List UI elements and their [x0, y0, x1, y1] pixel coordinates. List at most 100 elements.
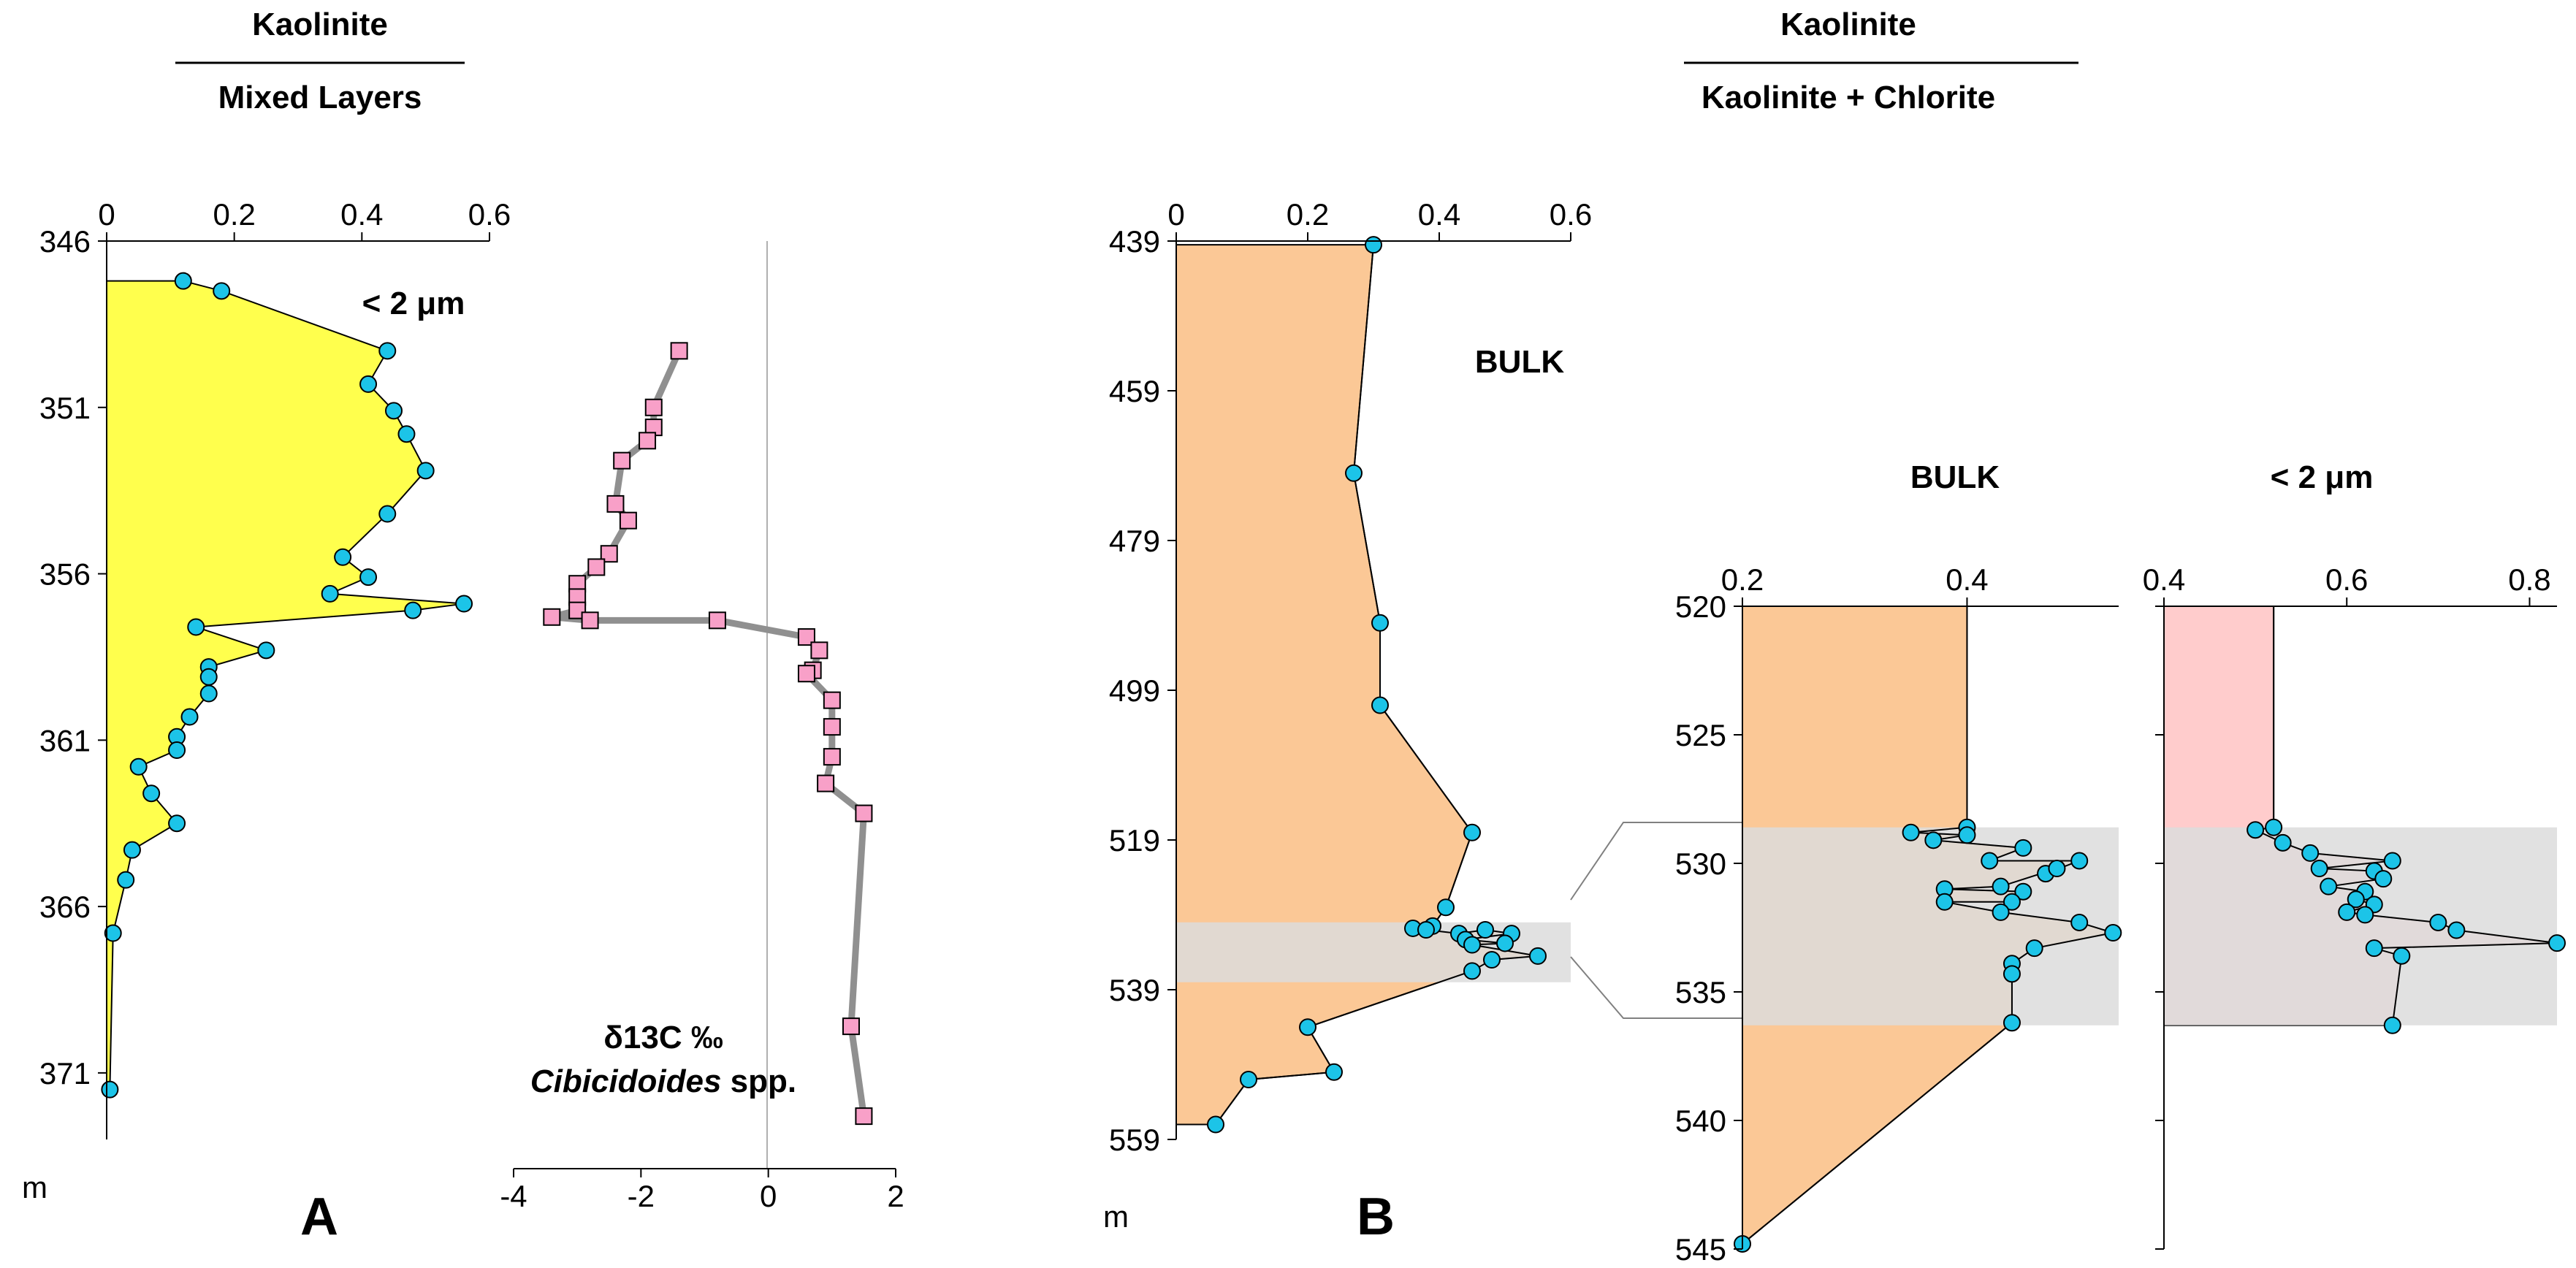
- zoom-connector-bottom: [1570, 956, 1742, 1019]
- zoom-fine-x-ticks: 0.4 0.6 0.8: [2143, 562, 2551, 606]
- data-point: [168, 814, 186, 833]
- zoom-fine-y-ticks: [2155, 606, 2164, 1250]
- panel-a-x-ticks: 0 0.2 0.4 0.6: [98, 197, 511, 241]
- d13c-point: [708, 611, 726, 630]
- panel-a-title-top: Kaolinite: [252, 7, 388, 42]
- data-point: [1958, 826, 1976, 844]
- data-point: [2003, 965, 2021, 983]
- data-point: [1992, 903, 2010, 921]
- data-point: [2104, 924, 2122, 942]
- data-point: [199, 684, 218, 703]
- data-point: [2301, 844, 2320, 862]
- data-point: [2447, 921, 2466, 939]
- data-point: [1437, 898, 1455, 917]
- y-tick-label: 371: [39, 1056, 91, 1091]
- x-tick-label: 0.2: [213, 197, 255, 232]
- data-point: [2310, 860, 2328, 878]
- panel-a-title-bottom: Mixed Layers: [218, 80, 422, 115]
- data-point: [2548, 934, 2566, 952]
- data-point: [2365, 939, 2383, 958]
- zoom-fine-plot: 0.4 0.6 0.8: [2143, 562, 2566, 1250]
- d13c-point: [606, 494, 625, 513]
- d13c-point: [817, 774, 835, 792]
- data-point: [1365, 236, 1382, 254]
- data-point: [2247, 821, 2265, 839]
- y-tick-label: 519: [1109, 823, 1160, 858]
- y-tick-label: 535: [1675, 975, 1726, 1009]
- x-tick-label: 0.6: [468, 197, 511, 232]
- zoom-bulk-y-ticks: 520 525 530 535 540 545: [1675, 589, 1742, 1267]
- d13c-point: [823, 748, 841, 766]
- ratio-area-fill: [106, 280, 465, 1091]
- y-tick-label: 545: [1675, 1232, 1726, 1267]
- y-tick-label: 361: [39, 723, 91, 757]
- d13c-point: [581, 611, 599, 630]
- d13c-point: [823, 718, 841, 736]
- d13c-point: [855, 804, 873, 822]
- d13c-point: [600, 545, 618, 563]
- zoom-connector-top: [1570, 822, 1742, 901]
- panel-b-y-ticks: 439 459 479 499 519 539 559: [1109, 224, 1176, 1157]
- data-point: [1345, 464, 1363, 482]
- y-tick-label: 356: [39, 557, 91, 592]
- data-point: [1463, 962, 1481, 980]
- bulk-full-line: [1215, 245, 1539, 1126]
- d13c-point: [842, 1017, 860, 1036]
- data-point: [199, 668, 218, 686]
- y-tick-label: 499: [1109, 673, 1160, 708]
- x-tick-label: 0.6: [2325, 562, 2368, 597]
- d13c-point: [543, 608, 561, 626]
- data-point: [1371, 696, 1389, 714]
- data-point: [2429, 913, 2447, 931]
- data-point: [378, 505, 397, 523]
- data-point: [2383, 852, 2401, 870]
- data-point: [2393, 947, 2411, 965]
- y-tick-label: 459: [1109, 374, 1160, 408]
- d13c-point: [613, 451, 631, 470]
- series-label-bulk: BULK: [1475, 344, 1564, 380]
- data-point: [1207, 1115, 1224, 1134]
- data-point: [2274, 833, 2292, 852]
- data-point: [1935, 893, 1954, 911]
- data-point: [2070, 852, 2089, 870]
- y-tick-label: 559: [1109, 1123, 1160, 1157]
- d13c-label-line1: δ13C ‰: [603, 1020, 723, 1055]
- zoom-fine-title: < 2 μm: [2271, 459, 2374, 495]
- data-point: [168, 741, 186, 759]
- data-point: [334, 548, 352, 566]
- d13c-line: [548, 349, 867, 1117]
- zoom-bulk-data-points: [1734, 818, 2122, 1253]
- data-point: [2003, 893, 2021, 911]
- data-point: [2025, 939, 2043, 958]
- x-tick-label: -2: [628, 1179, 655, 1213]
- d13c-point: [587, 558, 606, 576]
- d13c-point: [639, 432, 657, 450]
- data-point: [2356, 906, 2374, 924]
- data-point: [455, 595, 473, 613]
- y-tick-label: 539: [1109, 973, 1160, 1007]
- data-point: [2014, 882, 2032, 901]
- data-point: [1483, 951, 1501, 969]
- data-point: [1992, 877, 2010, 895]
- x-tick-label: 0: [98, 197, 115, 232]
- x-tick-label: 0.4: [2143, 562, 2185, 597]
- data-point: [404, 601, 422, 619]
- y-tick-label: 439: [1109, 224, 1160, 259]
- zoom-bulk-x-ticks: 0.2 0.4: [1721, 562, 1989, 606]
- panel-b-y-unit: m: [1103, 1199, 1129, 1234]
- data-point: [2383, 1016, 2401, 1034]
- d13c-point: [855, 1107, 873, 1126]
- y-tick-label: 530: [1675, 847, 1726, 881]
- d13c-label-line2: Cibicidoides spp.: [530, 1063, 796, 1099]
- data-point: [1529, 947, 1547, 965]
- panel-b-x-ticks: 0 0.2 0.4 0.6: [1167, 197, 1592, 241]
- data-point: [2338, 903, 2356, 921]
- series-label-fine: < 2 μm: [362, 286, 465, 321]
- ratio-data-points: [101, 272, 473, 1099]
- data-point: [2070, 913, 2089, 931]
- panel-a-ratio-plot: 0 0.2 0.4 0.6 346 351 356 361 366 371 < 2 μm m: [22, 197, 511, 1204]
- y-tick-label: 520: [1675, 589, 1726, 624]
- data-point: [359, 375, 378, 393]
- data-point: [2320, 877, 2338, 895]
- data-point: [2014, 839, 2032, 857]
